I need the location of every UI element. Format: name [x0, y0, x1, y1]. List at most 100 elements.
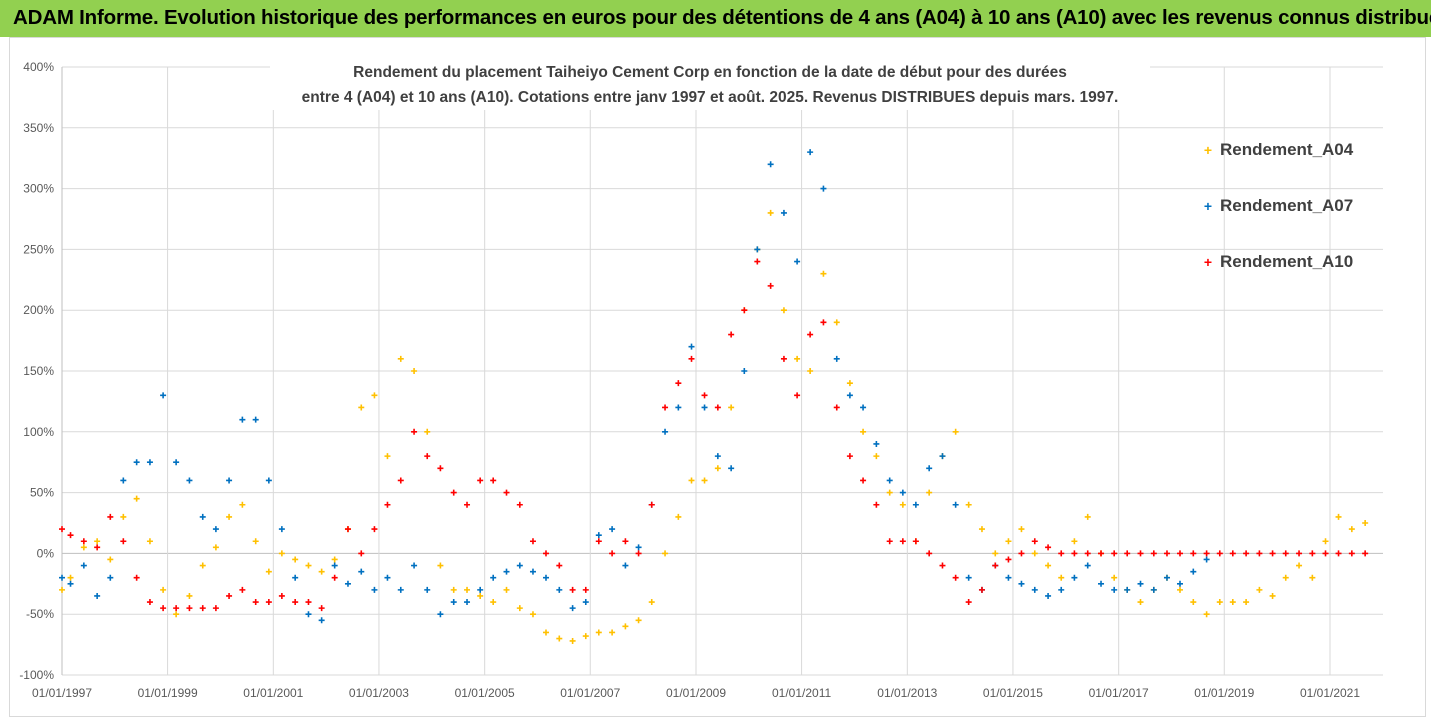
data-point [1348, 526, 1355, 533]
data-point [477, 477, 484, 484]
data-point [1018, 550, 1025, 557]
data-point [1137, 599, 1144, 606]
data-point [411, 368, 418, 374]
data-point [278, 592, 285, 599]
data-point [754, 258, 761, 265]
data-point [1018, 526, 1025, 533]
y-tick-label: 250% [23, 242, 54, 256]
data-point [384, 453, 391, 460]
y-tick-label: 150% [23, 364, 54, 378]
data-point [688, 343, 695, 350]
data-point [675, 404, 682, 411]
data-point [912, 538, 919, 545]
data-point [807, 149, 814, 156]
data-point [833, 404, 840, 411]
data-point [714, 465, 721, 472]
data-point [1348, 550, 1355, 557]
chart-grid [61, 66, 1383, 676]
data-point [1071, 550, 1078, 557]
series-Rendement_A07 [59, 149, 1210, 624]
data-point [397, 355, 404, 362]
data-point [1124, 550, 1131, 557]
data-point [807, 331, 814, 338]
data-point [1177, 550, 1183, 557]
data-point [318, 605, 325, 612]
data-point [146, 459, 153, 466]
data-point [464, 586, 471, 593]
data-point [662, 404, 669, 411]
data-point [252, 599, 259, 606]
data-point [358, 404, 365, 411]
data-point [992, 562, 999, 569]
data-point [371, 586, 378, 593]
data-point [437, 611, 444, 618]
data-point [252, 416, 259, 423]
legend-item-a10: + Rendement_A10 [1200, 252, 1353, 272]
data-point [820, 185, 827, 192]
data-point [1282, 574, 1289, 581]
plus-marker-icon: + [1203, 142, 1213, 158]
data-point [833, 319, 840, 326]
data-point [344, 580, 351, 587]
data-point [424, 453, 431, 460]
data-point [384, 574, 391, 581]
data-point [582, 599, 589, 606]
data-point [952, 501, 959, 508]
data-point [318, 617, 325, 624]
data-point [648, 501, 655, 508]
data-point [662, 550, 669, 557]
data-point [780, 355, 787, 362]
data-point [899, 489, 906, 496]
data-point [899, 501, 906, 508]
data-point [622, 538, 629, 545]
x-tick-label: 01/01/2017 [1089, 686, 1149, 700]
data-point [1058, 586, 1065, 593]
data-point [1071, 538, 1078, 545]
data-point [992, 550, 999, 557]
data-point [1362, 550, 1369, 557]
data-point [820, 270, 827, 277]
x-tick-label: 01/01/2005 [455, 686, 515, 700]
data-point [133, 574, 140, 581]
data-point [595, 538, 602, 545]
data-point [1111, 586, 1118, 593]
data-point [490, 599, 497, 606]
data-point [1203, 611, 1210, 618]
data-point [292, 599, 299, 606]
data-point [1335, 550, 1342, 557]
data-point [477, 592, 484, 599]
data-point [926, 465, 933, 472]
data-point [1362, 520, 1369, 526]
x-tick-label: 01/01/2003 [349, 686, 409, 700]
x-tick-label: 01/01/2013 [877, 686, 937, 700]
data-point [186, 477, 193, 484]
data-point [371, 392, 378, 399]
report-title: ADAM Informe. Evolution historique des p… [13, 6, 1431, 29]
data-point [424, 428, 431, 435]
y-tick-label: 0% [37, 546, 55, 560]
data-point [529, 568, 536, 575]
x-tick-label: 01/01/2007 [560, 686, 620, 700]
data-point [331, 556, 338, 563]
data-point [529, 538, 536, 545]
data-point [952, 428, 959, 435]
data-point [1018, 580, 1025, 587]
data-point [1229, 599, 1236, 606]
data-point [1216, 599, 1223, 606]
data-point [899, 538, 906, 545]
data-point [728, 465, 735, 472]
data-point [886, 477, 893, 484]
data-point [569, 586, 576, 593]
y-tick-label: 100% [23, 425, 54, 439]
data-point [160, 586, 167, 593]
data-point [107, 556, 114, 563]
data-point [1296, 550, 1303, 557]
legend-item-a04: + Rendement_A04 [1200, 140, 1353, 160]
data-point [226, 513, 233, 520]
data-point [860, 428, 867, 435]
data-point [1256, 550, 1263, 557]
data-point [1084, 562, 1091, 569]
data-point [160, 605, 167, 612]
data-point [609, 550, 616, 557]
